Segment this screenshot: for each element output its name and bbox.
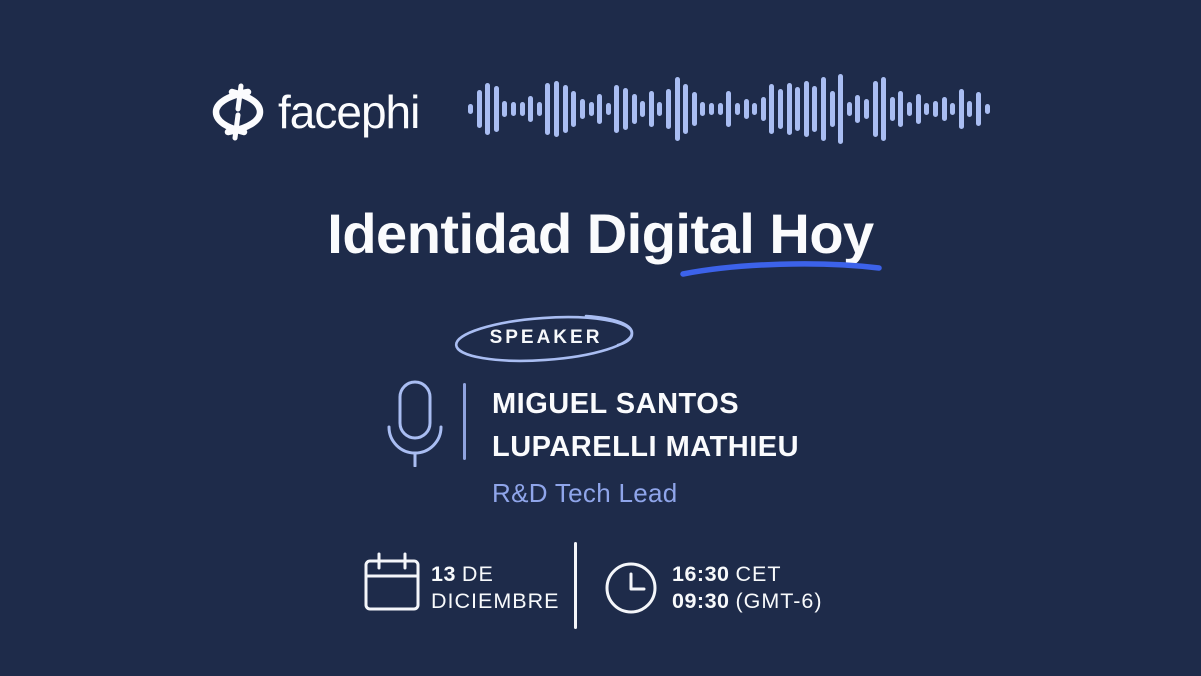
- waveform-bar: [674, 77, 680, 141]
- waveform-bar: [519, 102, 525, 116]
- clock-icon: [605, 562, 657, 614]
- waveform-bar: [571, 91, 577, 127]
- waveform-bar: [726, 91, 732, 127]
- waveform-bar: [898, 91, 904, 127]
- event-date-connector: DE: [461, 562, 494, 586]
- waveform-bar: [545, 83, 551, 135]
- speaker-badge: SPEAKER: [448, 310, 644, 366]
- waveform-bar: [967, 101, 973, 117]
- waveform-bar: [941, 97, 947, 121]
- event-date-month: DICIEMBRE: [431, 589, 560, 613]
- waveform-bar: [777, 89, 783, 129]
- waveform-bar: [820, 77, 826, 141]
- waveform-bar: [743, 99, 749, 119]
- waveform-bar: [915, 94, 921, 124]
- waveform-bar: [588, 102, 594, 116]
- facephi-logo: facephi: [208, 82, 420, 142]
- waveform-bar: [795, 87, 801, 131]
- waveform-bar: [838, 74, 844, 144]
- waveform-bar: [855, 95, 861, 123]
- waveform-bar: [717, 103, 723, 115]
- facephi-logo-icon: [212, 83, 264, 141]
- waveform-bar: [511, 102, 517, 116]
- waveform-bar: [700, 102, 706, 116]
- waveform-bar: [829, 91, 835, 127]
- waveform-bar: [648, 91, 654, 127]
- waveform-bar: [536, 102, 542, 116]
- event-time-primary-zone: CET: [735, 562, 782, 586]
- waveform-bar: [502, 101, 508, 117]
- speaker-name-line2: LUPARELLI MATHIEU: [492, 431, 800, 463]
- waveform-bar: [769, 84, 775, 134]
- waveform-bar: [872, 81, 878, 137]
- page-title: Identidad Digital Hoy: [327, 202, 874, 265]
- waveform-bar: [864, 99, 870, 119]
- calendar-icon: [364, 552, 420, 611]
- speaker-divider: [463, 383, 466, 460]
- title-underline-swoosh: [680, 261, 882, 277]
- waveform-bar: [803, 81, 809, 137]
- waveform-bar: [752, 103, 758, 115]
- waveform-bar: [950, 103, 956, 115]
- waveform-bar: [614, 85, 620, 133]
- event-date-line1: 13 DE: [431, 561, 559, 588]
- waveform-bar: [958, 89, 964, 129]
- speaker-info: MIGUEL SANTOS LUPARELLI MATHIEU R&D Tech…: [492, 383, 799, 509]
- waveform-bar: [597, 94, 603, 124]
- waveform-bar: [485, 83, 491, 135]
- waveform-bar: [984, 104, 990, 114]
- waveform-bar: [889, 97, 895, 121]
- facephi-logo-text: facephi: [278, 86, 420, 138]
- waveform-bar: [812, 86, 818, 132]
- event-time: 16:30 CET 09:30 (GMT-6): [672, 561, 823, 615]
- event-time-secondary: 09:30: [672, 589, 730, 613]
- waveform-bar: [640, 101, 646, 117]
- event-time-line1: 16:30 CET: [672, 561, 823, 588]
- event-divider: [574, 542, 577, 629]
- waveform-bar: [709, 103, 715, 115]
- waveform-bar: [605, 103, 611, 115]
- waveform-bar: [683, 84, 689, 134]
- waveform-bar: [657, 102, 663, 116]
- waveform-bar: [975, 92, 981, 126]
- speaker-badge-ellipse: [454, 314, 634, 363]
- waveform-bar: [493, 86, 499, 132]
- speaker-name-line1: MIGUEL SANTOS: [492, 388, 740, 420]
- event-date: 13 DE DICIEMBRE: [431, 561, 559, 615]
- waveform-bar: [734, 103, 740, 115]
- waveform-bar: [631, 94, 637, 124]
- waveform-bar: [468, 104, 473, 114]
- waveform-bar: [786, 83, 792, 135]
- waveform-bar: [622, 88, 628, 130]
- waveform-bar: [562, 85, 568, 133]
- speaker-badge-label: SPEAKER: [489, 327, 603, 348]
- waveform-bar: [528, 96, 534, 122]
- microphone-icon: [387, 380, 443, 467]
- waveform-bar: [691, 92, 697, 126]
- waveform-bar: [476, 90, 482, 128]
- waveform-bar: [846, 102, 852, 116]
- waveform-bar: [932, 101, 938, 117]
- waveform-bar: [924, 103, 930, 115]
- waveform-bar: [554, 81, 560, 137]
- audio-waveform: [468, 72, 990, 146]
- event-date-day: 13: [431, 562, 456, 586]
- waveform-bar: [760, 97, 766, 121]
- waveform-bar: [881, 77, 887, 141]
- waveform-bar: [579, 99, 585, 119]
- event-time-primary: 16:30: [672, 562, 730, 586]
- event-time-secondary-zone: (GMT-6): [735, 589, 823, 613]
- waveform-bar: [666, 89, 672, 129]
- event-time-line2: 09:30 (GMT-6): [672, 588, 823, 615]
- waveform-bar: [907, 102, 913, 116]
- speaker-role: R&D Tech Lead: [492, 478, 678, 508]
